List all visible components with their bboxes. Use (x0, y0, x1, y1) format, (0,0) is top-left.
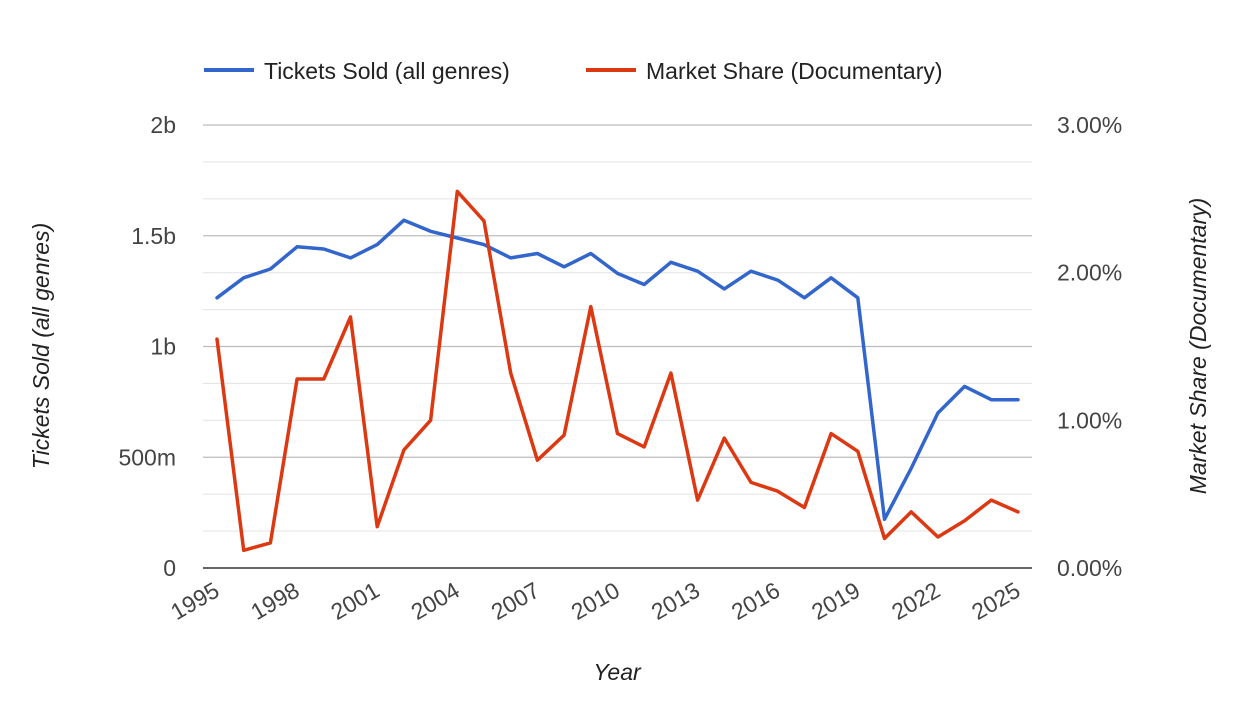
right-tick-label: 3.00% (1057, 112, 1122, 138)
right-tick-label: 2.00% (1057, 260, 1122, 286)
legend-label-market-share: Market Share (Documentary) (646, 58, 943, 84)
x-tick-label: 2001 (326, 577, 383, 625)
x-tick-label: 2016 (727, 577, 784, 625)
x-tick-label: 2019 (807, 577, 864, 625)
series-lines (215, 189, 1020, 553)
x-tick-label: 1998 (246, 577, 303, 625)
gridlines (203, 124, 1032, 569)
right-tick-label: 0.00% (1057, 555, 1122, 581)
x-tick-label: 2022 (887, 577, 944, 625)
legend-label-tickets-sold: Tickets Sold (all genres) (264, 58, 510, 84)
x-tick-label: 2007 (487, 577, 544, 625)
left-tick-label: 1.5b (131, 223, 176, 249)
x-tick-label: 1995 (166, 577, 223, 625)
left-axis-title: Tickets Sold (all genres) (28, 223, 54, 470)
series-line-tickets-sold (215, 218, 1020, 522)
left-tick-label: 0 (163, 555, 176, 581)
left-axis-ticks: 0 500m 1b 1.5b 2b (118, 112, 176, 581)
left-tick-label: 2b (150, 112, 176, 138)
left-tick-label: 500m (118, 444, 176, 470)
x-tick-label: 2004 (406, 577, 463, 625)
x-axis-title: Year (593, 659, 642, 685)
right-axis-title: Market Share (Documentary) (1185, 198, 1211, 495)
x-tick-label: 2025 (967, 577, 1024, 625)
series-line-market-share (215, 189, 1020, 553)
right-axis-ticks: 0.00% 1.00% 2.00% 3.00% (1057, 112, 1122, 581)
left-tick-label: 1b (150, 334, 176, 360)
x-tick-label: 2013 (647, 577, 704, 625)
legend: Tickets Sold (all genres) Market Share (… (204, 58, 943, 84)
right-tick-label: 1.00% (1057, 407, 1122, 433)
x-tick-label: 2010 (567, 577, 624, 625)
x-axis-ticks: 1995 1998 2001 2004 2007 2010 2013 2016 2019 2022… (166, 577, 1024, 625)
